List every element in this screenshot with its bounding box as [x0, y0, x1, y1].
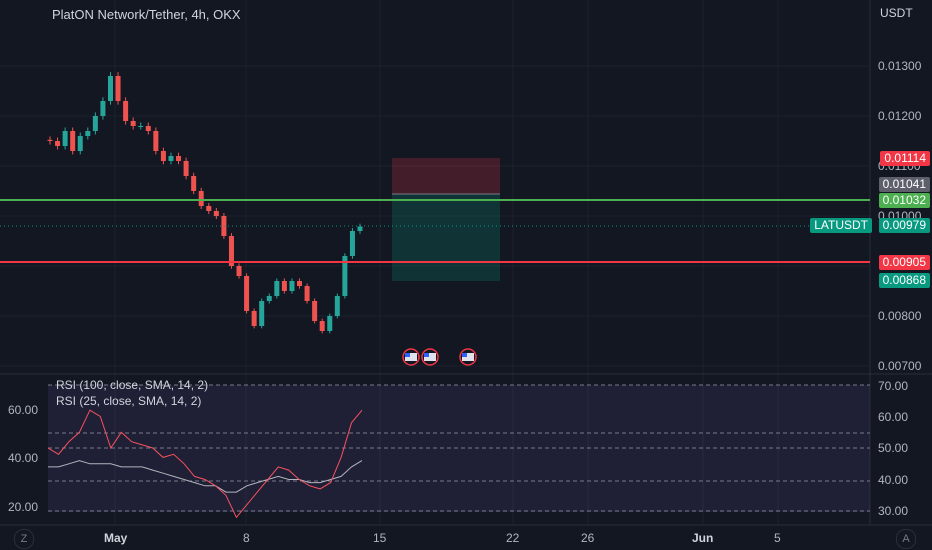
rsi-right-tick: 70.00	[878, 379, 908, 393]
auto-scale-button[interactable]: A	[896, 529, 916, 549]
target-zone[interactable]	[392, 194, 500, 281]
candle-body	[138, 126, 144, 127]
symbol-tag: LATUSDT	[810, 218, 872, 233]
candle-body	[168, 156, 174, 161]
flag-canton	[462, 353, 467, 357]
time-label: 8	[243, 531, 250, 545]
stop-zone[interactable]	[392, 158, 500, 194]
candle-body	[115, 76, 121, 101]
currency-label[interactable]: USDT	[880, 6, 913, 20]
resistance-price-tag: 0.01032	[878, 193, 930, 208]
rsi-right-tick: 30.00	[878, 504, 908, 518]
symbol-title[interactable]: PlatON Network/Tether, 4h, OKX	[52, 7, 241, 22]
candle-body	[130, 121, 136, 126]
candle-body	[123, 101, 129, 121]
time-label: 5	[774, 531, 781, 545]
candle-body	[145, 126, 151, 131]
timezone-button[interactable]: Z	[14, 529, 34, 549]
target-price-tag: 0.00868	[878, 273, 930, 288]
candle-body	[77, 136, 83, 151]
candle-body	[251, 311, 257, 326]
rsi-pane[interactable]	[47, 384, 870, 519]
candle-body	[85, 131, 91, 136]
candle-body	[191, 176, 197, 191]
candle-body	[289, 281, 295, 291]
candle-body	[206, 206, 212, 211]
candle-body	[312, 301, 318, 321]
flag-stripes	[424, 353, 436, 361]
candle-body	[62, 131, 68, 146]
flag-stripes	[462, 353, 474, 361]
candle-body	[357, 226, 363, 231]
rsi-left-tick: 20.00	[8, 500, 38, 514]
time-label: 26	[581, 531, 595, 545]
candle-body	[236, 266, 242, 276]
candle-body	[319, 321, 325, 331]
candle-body	[47, 139, 53, 141]
candle-body	[160, 151, 166, 161]
candle-body	[327, 316, 333, 331]
candle-body	[153, 131, 159, 151]
price-tick: 0.00700	[878, 359, 922, 373]
candle-body	[334, 296, 340, 316]
rsi-label-1[interactable]: RSI (100, close, SMA, 14, 2)	[56, 378, 209, 392]
candle-body	[213, 211, 219, 216]
candle-body	[297, 281, 303, 286]
candle-body	[176, 156, 182, 161]
event-markers[interactable]	[402, 348, 477, 366]
rsi-left-tick: 40.00	[8, 451, 38, 465]
price-tick: 0.00800	[878, 309, 922, 323]
stop-price-tag: 0.01114	[880, 151, 930, 166]
candles	[47, 72, 363, 334]
position-tool[interactable]	[392, 158, 500, 281]
candle-body	[228, 236, 234, 266]
flag-canton	[405, 353, 410, 357]
rsi-axis-ticks: 70.00 60.00 50.00 40.00 30.00 60.00 40.0…	[8, 379, 908, 518]
time-label: May	[104, 531, 128, 545]
rsi-right-tick: 50.00	[878, 441, 908, 455]
rsi-slow-line	[48, 460, 363, 493]
time-label: 15	[373, 531, 387, 545]
candle-body	[70, 131, 76, 151]
candle-body	[342, 256, 348, 296]
time-axis[interactable]: May 8 15 22 26 Jun 5	[0, 524, 932, 545]
flag-stripes	[405, 353, 417, 361]
entry-price-tag: 0.01041	[878, 177, 930, 192]
candle-body	[281, 281, 287, 291]
rsi-right-tick: 60.00	[878, 410, 908, 424]
candle-body	[92, 116, 98, 131]
rsi-right-tick: 40.00	[878, 473, 908, 487]
rsi-left-tick: 60.00	[8, 403, 38, 417]
last-price-tag: 0.00979	[878, 218, 930, 233]
candle-body	[107, 76, 113, 101]
support-price-tag: 0.00905	[878, 255, 930, 270]
candle-body	[100, 101, 106, 116]
candle-body	[244, 276, 250, 311]
time-label: 22	[506, 531, 520, 545]
candle-body	[55, 141, 61, 146]
candle-body	[259, 301, 265, 326]
candle-body	[221, 216, 227, 236]
rsi-fast-line	[47, 409, 363, 519]
candle-body	[183, 161, 189, 176]
candle-body	[198, 191, 204, 206]
candle-body	[349, 231, 355, 256]
candle-body	[304, 286, 310, 301]
candle-body	[274, 281, 280, 296]
rsi-label-2[interactable]: RSI (25, close, SMA, 14, 2)	[56, 394, 202, 408]
price-tick: 0.01200	[878, 109, 922, 123]
candle-body	[266, 296, 272, 301]
price-axis-ticks: 0.01300 0.01200 0.01100 0.01000 0.00800 …	[878, 59, 922, 373]
time-label: Jun	[692, 531, 713, 545]
price-tick: 0.01300	[878, 59, 922, 73]
flag-canton	[424, 353, 429, 357]
